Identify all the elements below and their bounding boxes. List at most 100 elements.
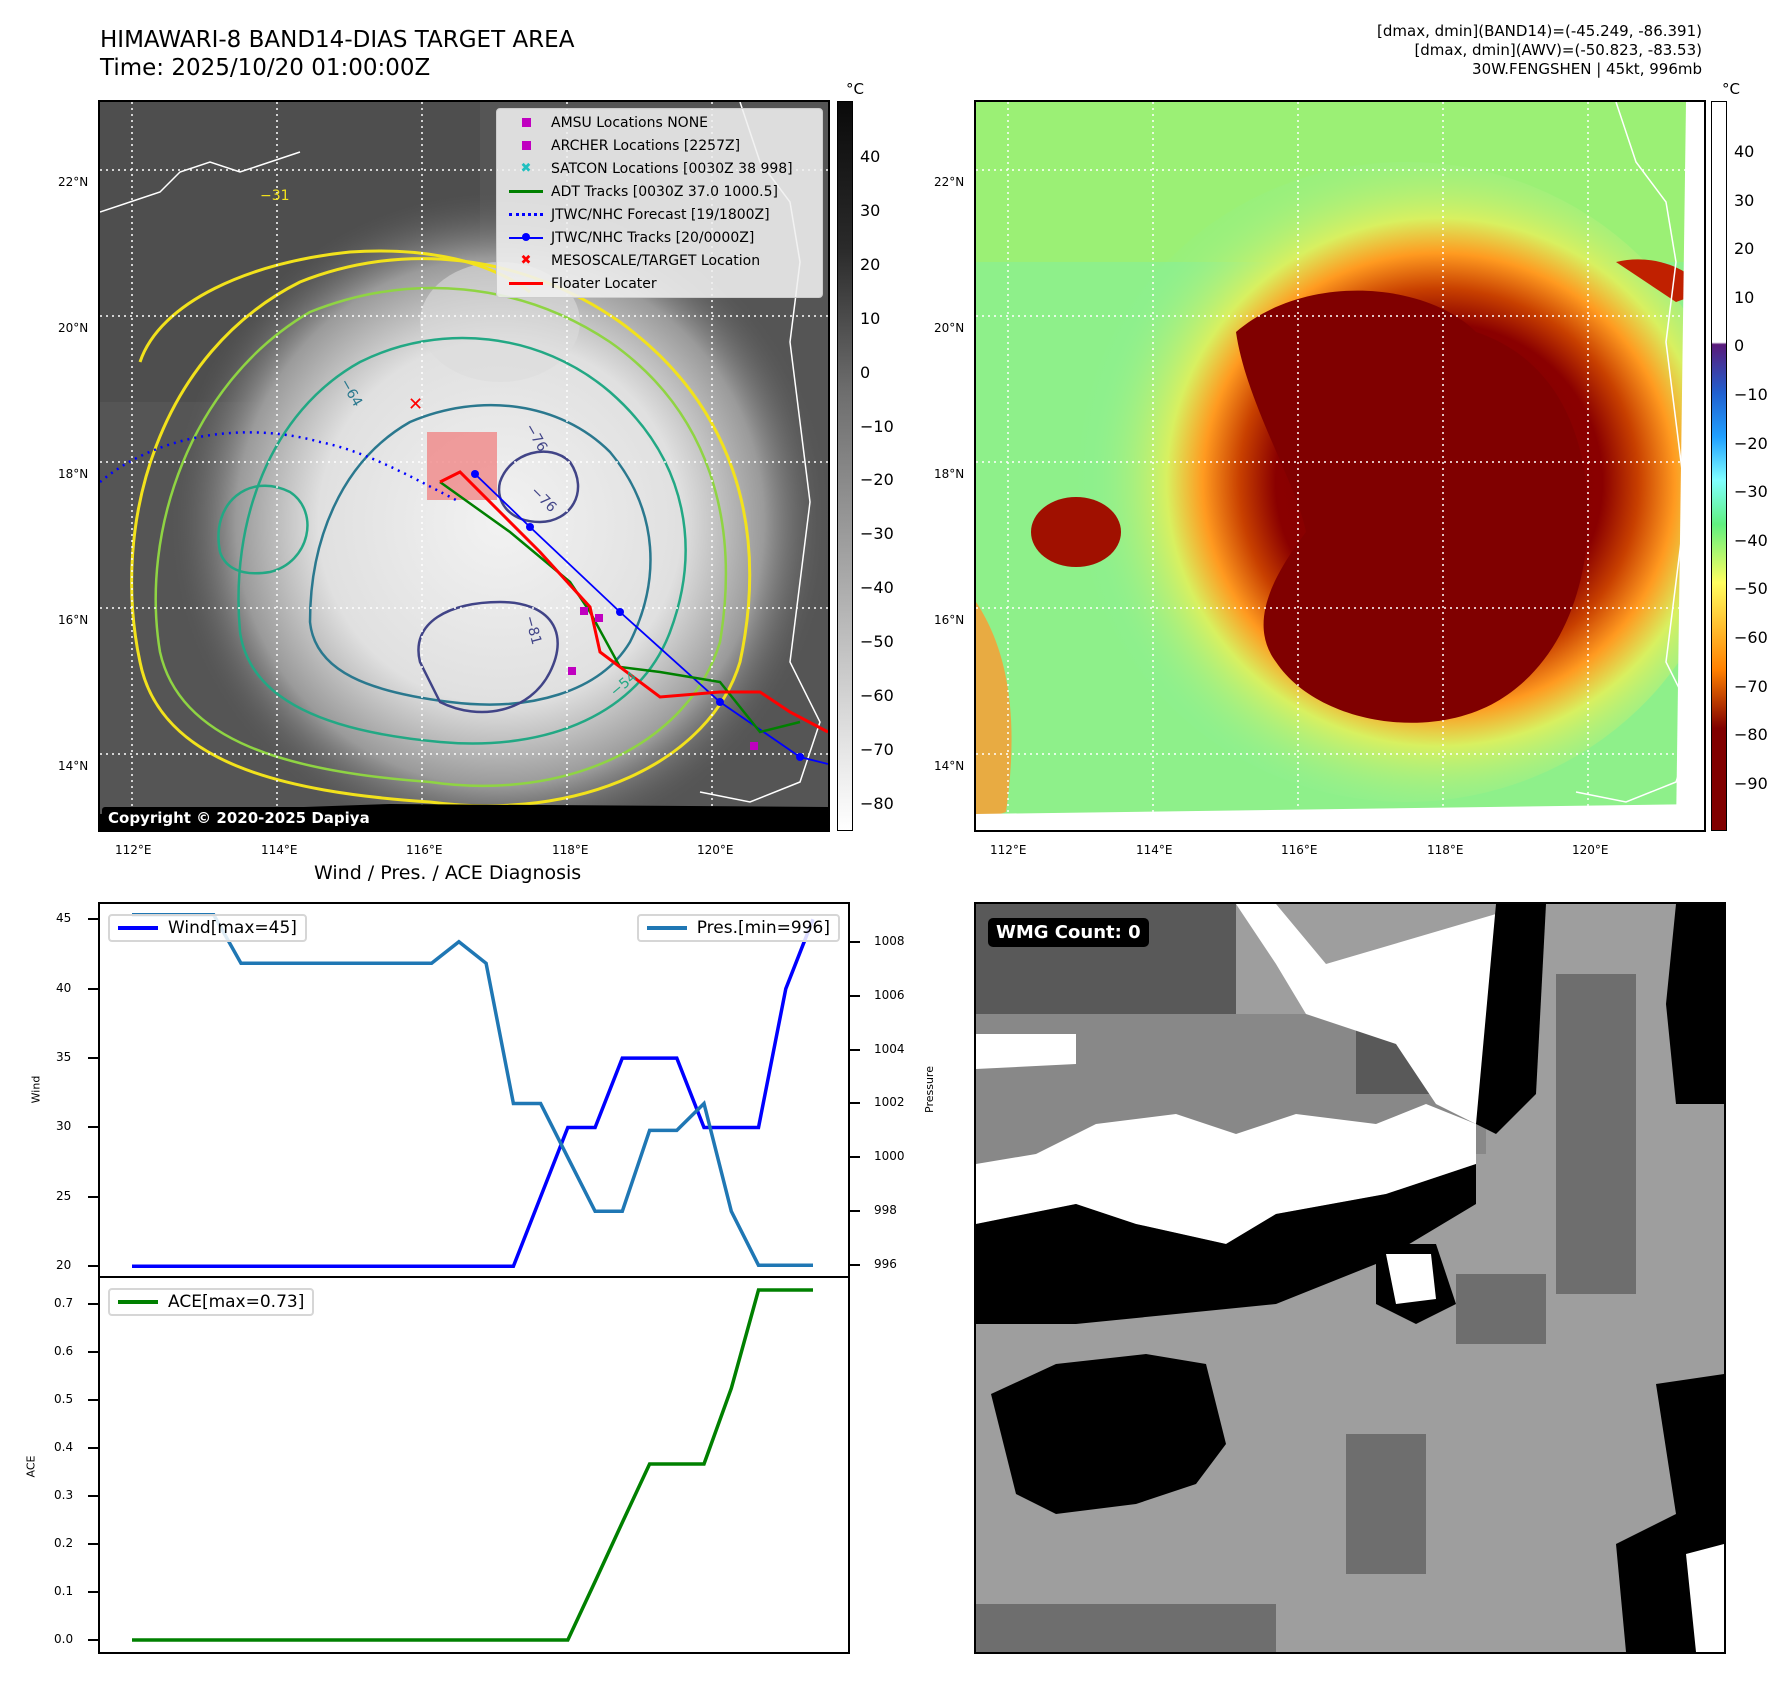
- square-marker-icon: [501, 111, 551, 134]
- contour-ring: [237, 336, 687, 745]
- pressure-legend-line-icon: [646, 926, 687, 930]
- ace-tick-mark: [88, 1495, 98, 1498]
- ace-tick-label: 0.3: [54, 1488, 74, 1503]
- wind-tick-mark: [88, 1057, 98, 1060]
- awv-stats: [dmax, dmin](AWV)=(-50.823, -83.53): [1414, 41, 1702, 59]
- lat-tick: 20°N: [934, 321, 965, 335]
- ace-tick-label: 0.5: [54, 1392, 74, 1407]
- lat-tick: 18°N: [934, 467, 965, 481]
- pressure-tick-mark: [850, 1156, 860, 1159]
- ace-tick-mark: [88, 1351, 98, 1354]
- colorbar-tick-label: −30: [860, 524, 894, 544]
- lat-tick: 18°N: [58, 467, 89, 481]
- colorbar-tick-label: 40: [1734, 142, 1755, 161]
- colorbar-tick-label: −60: [860, 686, 894, 705]
- wind-tick-label: 45: [56, 911, 72, 926]
- map-legend: AMSU Locations NONE ARCHER Locations [22…: [496, 108, 823, 298]
- ir-map-panel: ✕ −31 −64 −76 −81 −54 −76 AMSU Locations…: [98, 100, 830, 832]
- title-text: HIMAWARI-8 BAND14-DIAS TARGET AREA: [100, 27, 575, 53]
- legend-item-forecast: JTWC/NHC Forecast [19/1800Z]: [497, 203, 822, 226]
- awv-cold-cloud: [1236, 290, 1588, 723]
- pressure-tick-mark: [850, 1210, 860, 1213]
- colorbar-unit: °C: [1722, 80, 1740, 98]
- target-marker: ✕: [408, 394, 423, 415]
- line-icon: [501, 180, 551, 203]
- legend-item-amsu: AMSU Locations NONE: [497, 111, 822, 134]
- legend-item-floater: Floater Locater: [497, 272, 822, 295]
- legend-item-jtwc-tracks: JTWC/NHC Tracks [20/0000Z]: [497, 226, 822, 249]
- colorbar-tick-label: −10: [1734, 385, 1768, 404]
- wind-tick-mark: [88, 1265, 98, 1268]
- colorbar-tick-label: −40: [1734, 530, 1768, 550]
- lon-tick: 112°E: [990, 843, 1027, 857]
- copyright-label: Copyright © 2020-2025 Dapiya: [102, 807, 376, 829]
- colorbar-tick-label: 20: [1734, 239, 1755, 259]
- pressure-series-line: [132, 913, 813, 1267]
- wind-tick-label: 25: [56, 1188, 72, 1203]
- dotted-line-icon: [501, 203, 551, 226]
- wind-tick-mark: [88, 987, 98, 990]
- wind-series-line: [132, 918, 815, 1269]
- pressure-legend: Pres.[min=996]: [636, 914, 840, 942]
- pressure-tick-label: 1002: [874, 1095, 905, 1110]
- target-area-box: [427, 432, 497, 500]
- colorbar-tick-label: −50: [1734, 579, 1768, 599]
- lon-tick: 112°E: [115, 843, 152, 857]
- colorbar-tick-label: 0: [860, 362, 871, 382]
- pressure-tick-label: 998: [874, 1203, 897, 1218]
- ace-tick-mark: [88, 1447, 98, 1450]
- diagnosis-title: Wind / Pres. / ACE Diagnosis: [314, 862, 582, 884]
- lon-tick: 116°E: [406, 843, 443, 857]
- ace-tick-mark: [88, 1591, 98, 1594]
- contour-label: −31: [260, 188, 290, 204]
- wmg-count-badge: WMG Count: 0: [988, 918, 1149, 947]
- colorbar-tick-label: −20: [860, 470, 894, 490]
- lat-tick: 20°N: [58, 321, 89, 335]
- jtwc-track: [474, 473, 828, 765]
- ace-tick-mark: [88, 1639, 98, 1641]
- lat-tick: 16°N: [934, 613, 965, 627]
- storm-info: 30W.FENGSHEN | 45kt, 996mb: [1472, 60, 1702, 78]
- pressure-tick-label: 1006: [874, 987, 905, 1002]
- grayscale-colorbar: [837, 101, 853, 831]
- coastline: [100, 151, 301, 213]
- lon-tick: 114°E: [1136, 843, 1173, 857]
- ace-axis-label: ACE: [24, 1455, 38, 1478]
- colorbar-tick-label: 10: [1734, 287, 1755, 307]
- ace-tick-label: 0.0: [54, 1632, 74, 1646]
- ace-svg: [132, 1288, 813, 1642]
- colorbar-tick-label: −30: [1734, 482, 1768, 502]
- jtwc-track-points: [471, 470, 804, 761]
- legend-item-satcon: ✖ SATCON Locations [0030Z 38 998]: [497, 157, 822, 180]
- awv-colorbar: [1711, 101, 1727, 831]
- band14-stats: [dmax, dmin](BAND14)=(-45.249, -86.391): [1377, 22, 1702, 40]
- wind-legend-line-icon: [118, 926, 158, 930]
- colorbar-tick-label: 10: [860, 308, 881, 328]
- stats-block: [dmax, dmin](BAND14)=(-45.249, -86.391) …: [1377, 22, 1702, 79]
- wmg-canvas: [976, 904, 1724, 1652]
- pressure-tick-label: 1008: [874, 933, 905, 948]
- x-marker-icon: ✖: [520, 161, 532, 176]
- ace-tick-mark: [88, 1399, 98, 1402]
- ace-tick-label: 0.4: [54, 1440, 74, 1455]
- wind-tick-mark: [88, 918, 98, 921]
- wind-axis-label: Wind: [29, 1075, 43, 1104]
- colorbar-tick-label: −70: [1734, 676, 1768, 696]
- wind-tick-mark: [88, 1126, 98, 1129]
- pressure-tick-label: 996: [874, 1257, 897, 1272]
- wind-pressure-plot: Wind[max=45] Pres.[min=996]: [98, 902, 850, 1278]
- wind-pressure-svg: [132, 913, 815, 1269]
- wind-legend: Wind[max=45]: [108, 914, 307, 942]
- colorbar-tick-label: −20: [1734, 433, 1768, 453]
- wind-tick-label: 40: [56, 980, 72, 995]
- lat-tick: 14°N: [58, 759, 89, 773]
- pressure-tick-mark: [850, 1048, 860, 1051]
- lon-tick: 118°E: [552, 843, 589, 857]
- x-marker-icon: ✖: [520, 253, 532, 268]
- pressure-tick-label: 1004: [874, 1041, 905, 1056]
- figure-title: HIMAWARI-8 BAND14-DIAS TARGET AREA Time:…: [100, 26, 574, 82]
- ace-tick-mark: [88, 1543, 98, 1546]
- lon-tick: 114°E: [261, 843, 298, 857]
- colorbar-tick-label: 30: [1734, 190, 1755, 210]
- ace-plot: ACE[max=0.73]: [98, 1276, 850, 1654]
